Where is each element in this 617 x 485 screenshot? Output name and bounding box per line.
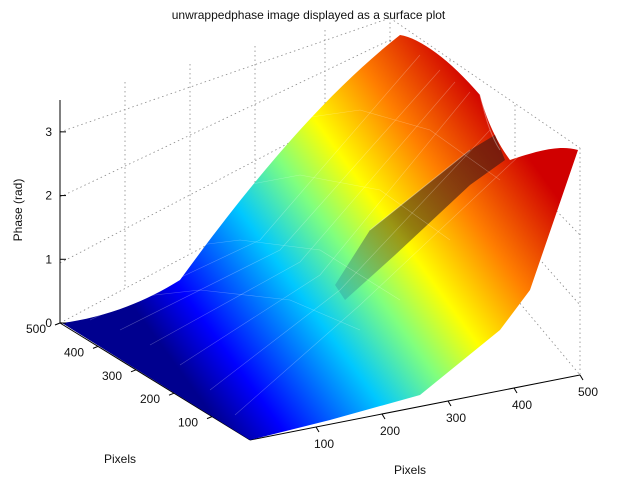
y-axis-line (59, 322, 251, 441)
x-tick-label: 400 (512, 398, 532, 412)
y-tick-mark (130, 369, 137, 373)
y-tick-mark (206, 416, 213, 420)
x-tick-label: 100 (314, 437, 334, 451)
x-tick-label: 300 (446, 411, 466, 425)
x-tick-mark (447, 400, 452, 407)
y-tick-label: 200 (140, 392, 160, 406)
y-tick-mark (54, 322, 61, 326)
y-tick-mark (168, 392, 175, 396)
z-tick-label: 3 (45, 125, 52, 139)
y-tick-mark (92, 345, 99, 349)
y-tick-label: 100 (178, 416, 198, 430)
x-axis-label: Pixels (394, 463, 426, 477)
z-axis-label: Phase (rad) (11, 179, 25, 242)
z-tick-label: 2 (45, 189, 52, 203)
surface-groove (335, 135, 505, 300)
surface-mesh-lines (89, 54, 521, 416)
surface-face (62, 35, 578, 440)
y-tick-label: 400 (64, 345, 84, 359)
x-tick-mark (315, 426, 320, 433)
y-tick-label: 300 (102, 369, 122, 383)
x-tick-label: 200 (380, 424, 400, 438)
x-tick-mark (513, 387, 518, 394)
axes (59, 100, 581, 441)
phase-surface (62, 35, 578, 440)
z-tick-label: 0 (45, 316, 52, 330)
z-tick-label: 1 (45, 252, 52, 266)
x-tick-mark (381, 413, 386, 420)
x-axis-line (249, 374, 581, 441)
surface-ridge-highlight (369, 94, 501, 231)
y-axis-label: Pixels (104, 452, 136, 466)
chart-title: unwrappedphase image displayed as a surf… (171, 8, 446, 22)
x-tick-mark (579, 374, 584, 381)
axis-ticks: 0 1 2 3 100 200 300 400 500 100 200 300 400 500 (26, 125, 598, 451)
x-tick-label: 500 (578, 385, 598, 399)
y-tick-label: 500 (26, 322, 46, 336)
